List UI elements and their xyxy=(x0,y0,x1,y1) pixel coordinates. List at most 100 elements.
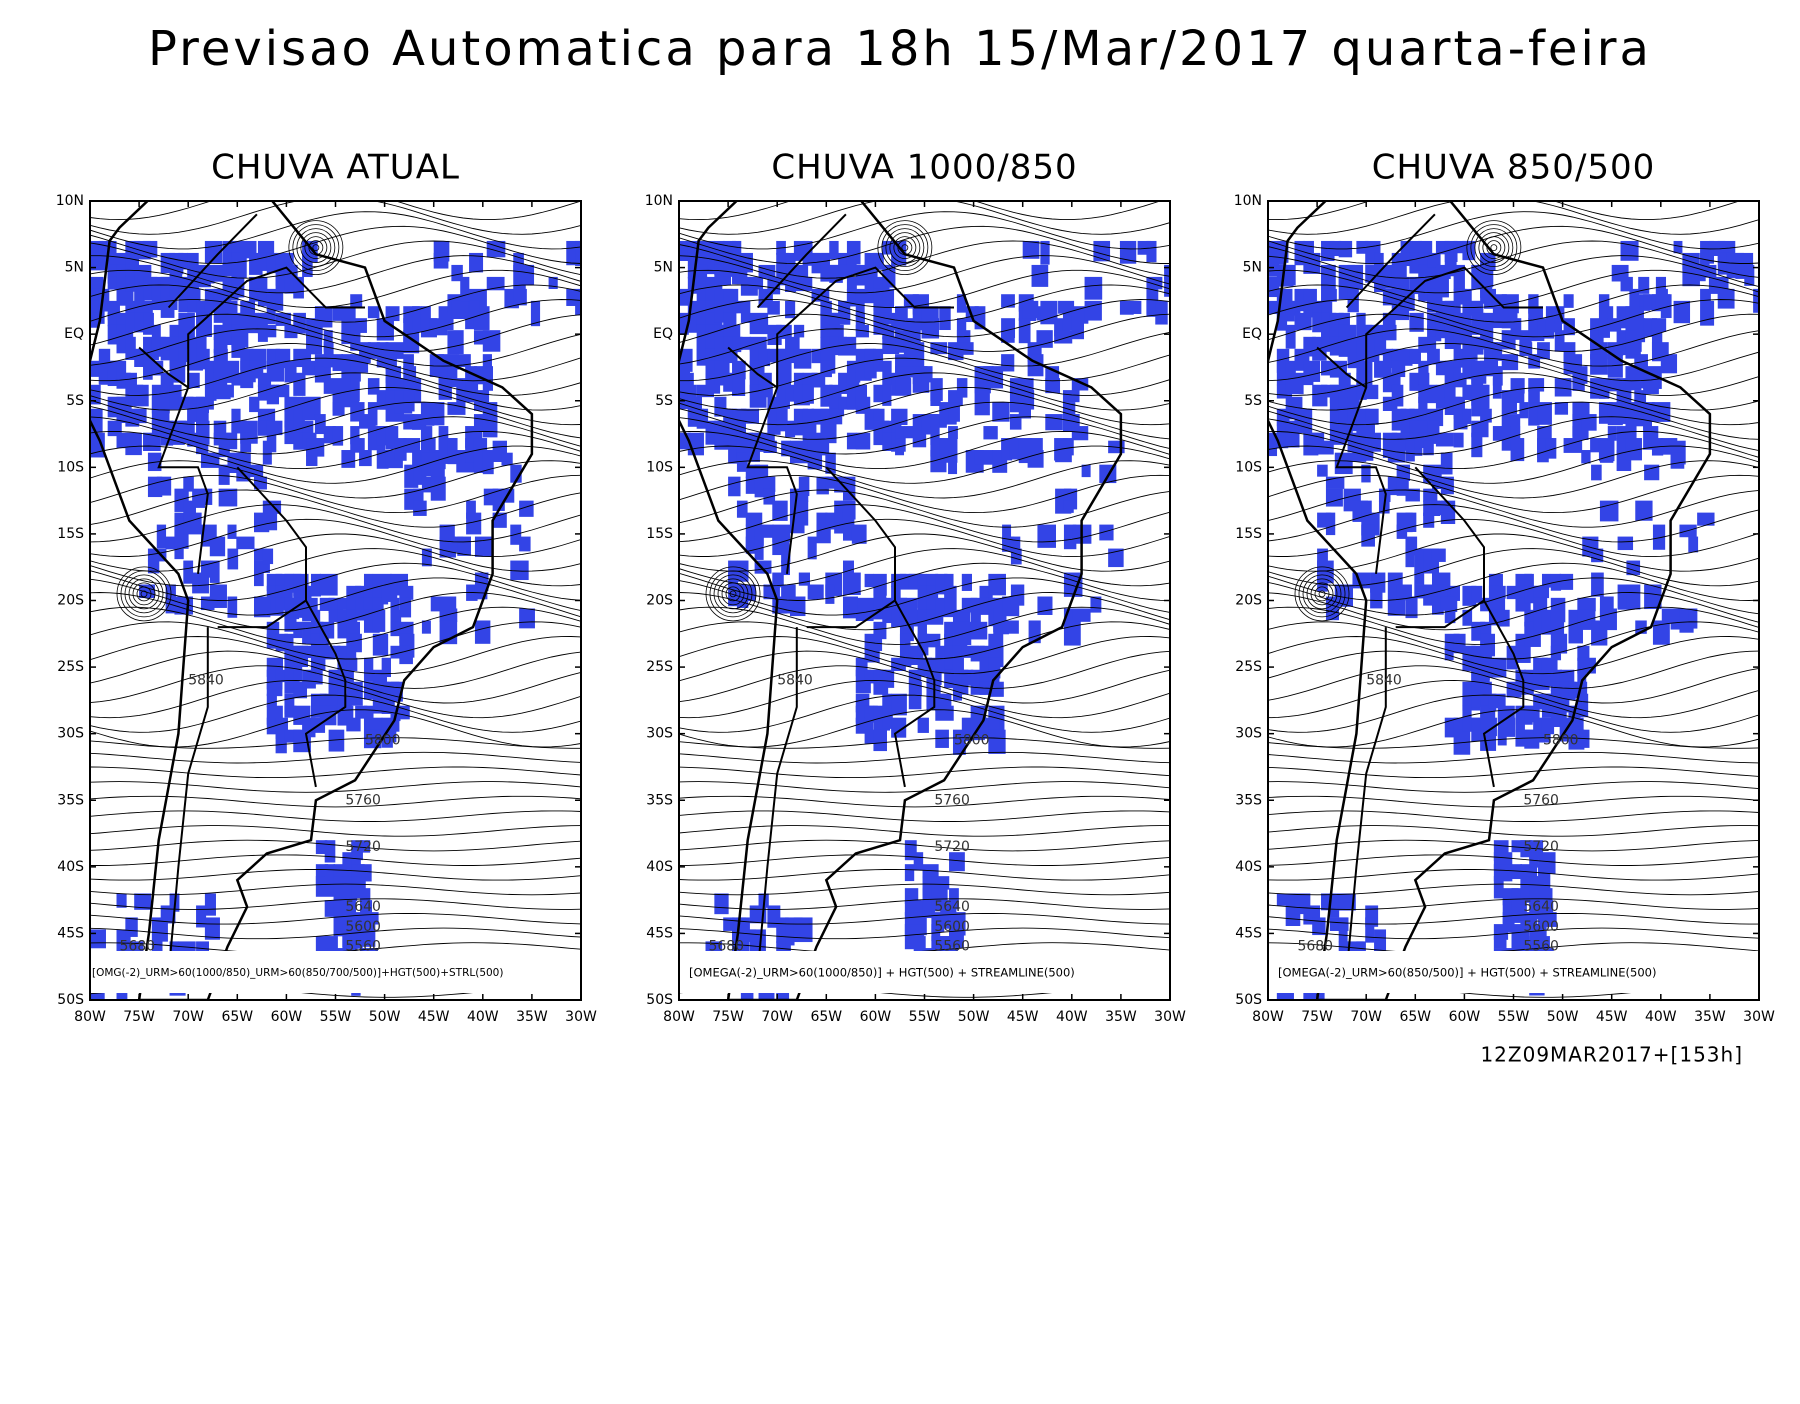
streamline xyxy=(1268,810,1759,822)
streamline xyxy=(679,518,1170,558)
rain-patch xyxy=(1616,390,1632,406)
rain-patch xyxy=(257,288,269,307)
rain-patch xyxy=(187,372,200,389)
rain-patch xyxy=(882,384,892,406)
streamline xyxy=(1268,825,1759,837)
rain-patch xyxy=(151,941,163,958)
streamline xyxy=(90,577,581,616)
lat-label: 25S xyxy=(57,659,84,675)
rain-patch xyxy=(736,500,748,518)
rain-patch xyxy=(1405,548,1415,568)
contour-label: 5760 xyxy=(345,792,381,808)
rain-patch xyxy=(1423,512,1435,528)
rain-patch xyxy=(346,657,358,672)
rain-patch xyxy=(474,620,491,644)
rain-patch xyxy=(196,336,207,358)
rain-patch xyxy=(1644,584,1662,610)
rain-patch xyxy=(922,864,939,879)
rain-patch xyxy=(1651,318,1667,332)
contour-label: 5800 xyxy=(954,732,990,748)
rain-patch xyxy=(240,432,252,453)
panel-title: CHUVA 850/500 xyxy=(1372,148,1656,188)
rain-patch xyxy=(917,621,927,646)
vortex xyxy=(893,236,917,260)
vortex xyxy=(1298,570,1346,618)
rain-patch xyxy=(1519,342,1533,357)
rain-patch xyxy=(882,669,895,688)
rain-patch xyxy=(763,488,776,505)
run-label: 12Z09MAR2017+[153h] xyxy=(1480,1043,1743,1067)
streamline xyxy=(90,430,581,470)
rain-patch xyxy=(1423,488,1438,502)
border xyxy=(304,600,347,788)
legend-box xyxy=(90,951,581,993)
streamline xyxy=(1268,201,1741,221)
rain-patch xyxy=(820,288,830,307)
rain-patch xyxy=(855,432,871,450)
rain-patch xyxy=(1058,300,1075,314)
rain-patch xyxy=(1285,372,1304,395)
rain-patch xyxy=(151,384,162,409)
streamline xyxy=(679,299,1170,338)
border xyxy=(727,346,778,389)
rain-patch xyxy=(360,924,376,947)
rain-patch xyxy=(956,342,974,355)
rain-patch xyxy=(240,312,259,334)
streamline xyxy=(1268,694,1759,733)
rain-patch xyxy=(754,524,764,546)
rain-patch xyxy=(899,633,911,648)
rain-patch xyxy=(1655,288,1668,308)
rain-patch xyxy=(486,240,506,258)
rain-patch xyxy=(1563,438,1583,453)
streamline xyxy=(1268,709,1759,748)
rain-patch xyxy=(1418,252,1429,267)
rain-patch xyxy=(1312,300,1323,316)
vortex xyxy=(721,582,745,606)
rain-patch xyxy=(116,360,126,374)
rain-patch xyxy=(1022,300,1039,319)
streamline xyxy=(679,825,1170,837)
rain-patch xyxy=(807,584,824,600)
rain-patch xyxy=(447,450,458,465)
rain-patch xyxy=(1396,524,1408,539)
streamline xyxy=(679,694,1170,733)
lat-label: 35S xyxy=(646,792,673,808)
streamline xyxy=(1268,343,1759,382)
rain-patch xyxy=(1541,669,1554,687)
rain-patch xyxy=(1652,524,1666,550)
rain-patch xyxy=(1591,464,1602,481)
rain-patch xyxy=(1688,536,1699,553)
rain-patch xyxy=(1511,936,1522,952)
rain-patch xyxy=(988,633,1004,649)
streamline xyxy=(1268,751,1759,764)
lat-label: EQ xyxy=(653,326,673,342)
rain-patch xyxy=(169,336,180,356)
streamline xyxy=(1268,386,1759,426)
rain-patch xyxy=(253,596,271,618)
rain-patch xyxy=(575,300,581,316)
streamline xyxy=(1268,445,1759,484)
vortex xyxy=(136,586,152,602)
contour-label: 5760 xyxy=(934,792,970,808)
rain-patch xyxy=(899,645,912,667)
streamline xyxy=(90,284,581,323)
streamline xyxy=(679,201,1170,235)
rain-patch xyxy=(917,717,929,733)
rain-patch xyxy=(447,354,460,370)
rain-patch xyxy=(1617,536,1634,551)
streamline xyxy=(90,211,581,250)
rain-patch xyxy=(501,452,513,466)
vortex xyxy=(885,228,925,268)
rain-patch xyxy=(1321,264,1336,290)
vortex xyxy=(1302,574,1342,614)
rain-patch xyxy=(262,440,272,465)
rain-patch xyxy=(1538,912,1557,927)
rain-patch xyxy=(825,476,836,489)
rain-patch xyxy=(1480,645,1492,662)
rain-patch xyxy=(1063,620,1081,646)
rain-patch xyxy=(510,464,522,483)
coastline xyxy=(90,201,534,1000)
vortex xyxy=(729,590,737,598)
rain-patch xyxy=(460,276,470,302)
page-title: Previsao Automatica para 18h 15/Mar/2017… xyxy=(148,21,1652,77)
